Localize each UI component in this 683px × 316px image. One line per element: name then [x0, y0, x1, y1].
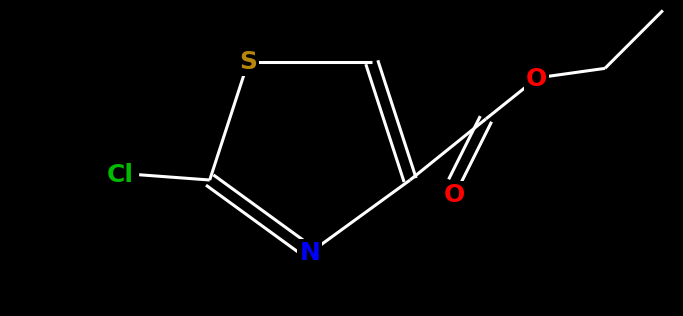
Text: Cl: Cl [107, 163, 134, 187]
Text: O: O [526, 67, 547, 91]
Text: S: S [239, 50, 257, 74]
Text: O: O [444, 183, 465, 207]
Text: N: N [299, 241, 320, 265]
